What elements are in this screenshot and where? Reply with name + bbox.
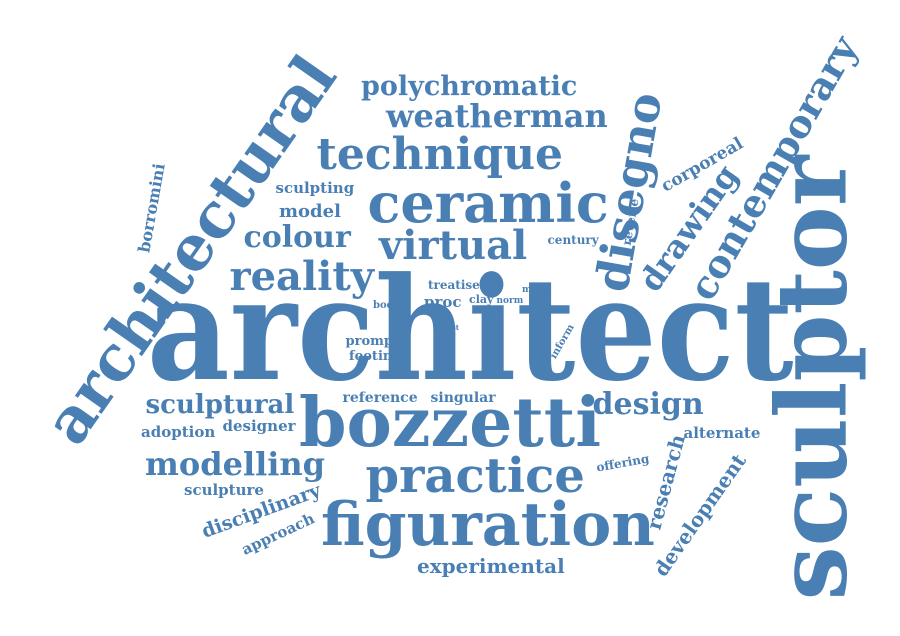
- word-footing: footing: [349, 348, 402, 364]
- word-sculpting: sculpting: [275, 178, 355, 197]
- word-technique: technique: [316, 129, 564, 180]
- word-reference: reference: [342, 390, 418, 406]
- word-sculptor: sculptor: [754, 155, 868, 601]
- word-proc: proc: [424, 292, 462, 311]
- word-experimental: experimental: [417, 554, 565, 578]
- word-weatherman: weatherman: [386, 97, 608, 135]
- word-sculpture: sculpture: [184, 480, 264, 499]
- word-model: model: [279, 201, 341, 222]
- word-century: century: [547, 233, 599, 247]
- word-lost: lost: [444, 322, 460, 332]
- word-alternate: alternate: [683, 423, 761, 442]
- word-sculptural: sculptural: [145, 390, 295, 420]
- word-prompt: prompt: [345, 333, 399, 349]
- word-bozzetti: bozzetti: [299, 383, 602, 463]
- word-body: body: [373, 300, 400, 311]
- word-adoption: adoption: [141, 422, 216, 441]
- word-offering: offering: [594, 451, 650, 475]
- word-figuration: figuration: [321, 490, 655, 560]
- word-practice: practice: [365, 448, 585, 504]
- word-reality: reality: [229, 253, 375, 300]
- word-architect: architect: [146, 247, 794, 413]
- word-treatise: treatise: [428, 278, 480, 292]
- word-norm: norm: [496, 295, 524, 306]
- word-ceramic: ceramic: [367, 171, 609, 235]
- word-move: move: [522, 284, 549, 295]
- word-clay: clay: [469, 292, 494, 306]
- word-singular: singular: [430, 390, 496, 406]
- word-research: research: [641, 431, 690, 533]
- word-polychromatic: polychromatic: [361, 70, 578, 102]
- word-design: design: [592, 387, 704, 422]
- word-virtual: virtual: [379, 222, 528, 269]
- word-designer: designer: [222, 416, 296, 435]
- word-modelling: modelling: [145, 445, 326, 483]
- word-colour: colour: [243, 220, 351, 255]
